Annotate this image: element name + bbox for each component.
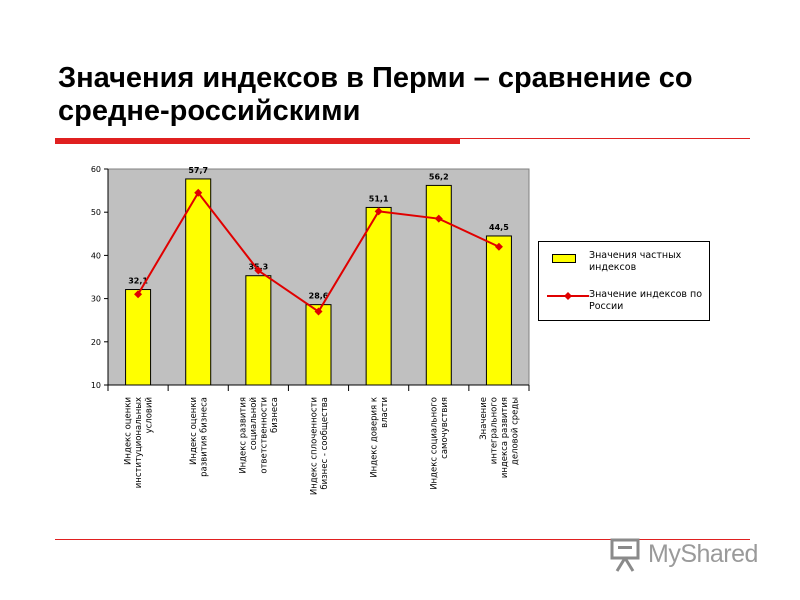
x-category-label: Индекс сплоченностибизнес - сообщества [309,397,330,495]
legend-swatch-line [547,292,589,300]
bar [245,275,272,386]
bar [185,178,212,386]
bar-value-label: 32,1 [128,277,148,286]
title-underline-red [55,138,460,144]
bar [365,206,392,386]
legend-label-line: Значение индексов по России [589,289,703,312]
x-category-label: Индекс доверия квласти [369,397,390,478]
bar-value-label: 28,6 [309,292,329,301]
line-marker [194,188,203,197]
bar-value-label: 44,5 [489,223,509,232]
line-marker [314,307,323,316]
bar-value-label: 51,1 [369,194,389,203]
line-marker [254,266,263,275]
title-underline-thin [460,138,750,139]
bar-value-label: 57,7 [188,166,208,175]
x-category-label: Индекс развитиясоциальнойответственности… [239,397,281,474]
y-tick-label: 40 [91,251,101,260]
legend: Значения частных индексов Значение индек… [538,241,710,321]
line-marker [434,214,443,223]
legend-label-bars: Значения частных индексов [589,250,682,273]
footer-divider [55,539,750,540]
x-category-label: Значениеинтегральногоиндекса развитиядел… [479,397,521,478]
brand-logo: MyShared [608,535,778,575]
bar-value-label: 56,2 [429,172,449,181]
y-tick-label: 20 [91,338,101,347]
y-tick-label: 60 [91,165,101,174]
x-category-label: Индекс социальногосамочувствия [430,397,451,490]
bar [485,235,512,386]
legend-item-bars: Значения частных индексов [539,250,709,276]
line-marker [374,207,383,216]
projector-board-icon [610,538,640,572]
brand-name: MyShared [648,540,758,568]
bar [305,304,332,386]
line-marker [134,290,143,299]
legend-item-line: Значение индексов по России [539,289,709,315]
x-category-label: Индекс оценкиинституциональныхусловий [124,397,155,488]
bar [125,289,152,386]
x-category-label: Индекс оценкиразвития бизнеса [189,397,210,477]
legend-swatch-bar [552,254,576,263]
line-marker [494,242,503,251]
y-tick-label: 50 [91,208,101,217]
slide-title: Значения индексов в Перми – сравнение со… [58,62,693,127]
y-tick-label: 10 [91,381,101,390]
y-tick-label: 30 [91,295,101,304]
